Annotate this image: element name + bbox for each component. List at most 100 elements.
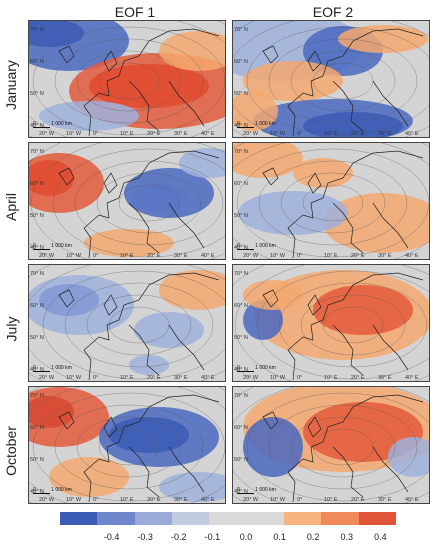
contour-line <box>246 392 429 502</box>
latitude-label: 60° N <box>30 303 44 309</box>
coastline <box>58 28 220 137</box>
anomaly-field <box>129 355 169 375</box>
longitude-label: 20° E <box>351 375 365 381</box>
latitude-label: 70° N <box>30 393 44 399</box>
latitude-label: 70° N <box>234 149 248 155</box>
longitude-label: 30° E <box>378 497 392 503</box>
contour-line <box>98 62 160 100</box>
map-panel-january-eof2: 70° N 60° N 50° N 40° N 20° W 10° W 0° 10° E 20°… <box>232 20 430 138</box>
contour-line <box>98 428 160 466</box>
latitude-label: 40° N <box>234 123 248 129</box>
anomaly-field <box>159 31 225 71</box>
coastline <box>262 28 424 137</box>
longitude-label: 20° W <box>39 131 55 137</box>
longitude-label: 20° E <box>147 497 161 503</box>
scale-bar: 0 1 000 km <box>237 121 276 128</box>
latitude-label: 50° N <box>30 457 44 463</box>
longitude-label: 10° E <box>324 253 338 259</box>
scale-bar: 0 1 000 km <box>237 487 276 494</box>
map-panel-october-eof2: 70° N 60° N 50° N 40° N 20° W 10° W 0° 10° E 20°… <box>232 386 430 504</box>
anomaly-field <box>313 285 413 335</box>
scale-bar: 0 1 000 km <box>237 243 276 250</box>
longitude-label: 40° E <box>201 131 215 137</box>
longitude-label: 10° E <box>120 497 134 503</box>
contour-line <box>256 270 429 380</box>
longitude-label: 20° W <box>243 375 259 381</box>
longitude-label: 40° E <box>201 375 215 381</box>
colorbar-tick-label: 0.2 <box>306 532 320 542</box>
longitude-label: 20° E <box>147 253 161 259</box>
longitude-label: 20° W <box>243 253 259 259</box>
colorbar-segment <box>171 512 210 525</box>
longitude-label: 20° W <box>243 497 259 503</box>
anomaly-field <box>39 284 99 316</box>
map-panel-july-eof1: 70° N 60° N 50° N 40° N 20° W 10° W 0° 10° E 20°… <box>28 264 226 382</box>
contour-line <box>302 184 364 222</box>
colorbar-segment <box>358 512 396 525</box>
contour-line <box>258 160 408 246</box>
longitude-label: 0° <box>93 131 99 137</box>
anomaly-field <box>293 158 353 188</box>
anomaly-field <box>29 396 74 428</box>
longitude-label: 0° <box>297 253 303 259</box>
contour-line <box>268 404 418 490</box>
latitude-label: 40° N <box>30 367 44 373</box>
contour-line <box>268 38 418 124</box>
colorbar-segment <box>321 512 359 525</box>
coastline <box>262 394 424 503</box>
longitude-label: 30° E <box>174 253 188 259</box>
longitude-label: 10° E <box>120 253 134 259</box>
contour-line <box>290 50 396 112</box>
latitude-label: 50° N <box>234 335 248 341</box>
colorbar-tick-label: 0.3 <box>340 532 354 542</box>
contour-line <box>290 416 396 478</box>
anomaly-field <box>134 312 204 348</box>
latitude-label: 50° N <box>234 457 248 463</box>
longitude-label: 30° E <box>378 253 392 259</box>
row-label-april: April <box>3 192 20 222</box>
anomaly-field <box>243 417 303 477</box>
anomaly-field <box>49 457 129 497</box>
anomaly-field <box>323 193 429 253</box>
colorbar-segment <box>283 512 322 525</box>
latitude-label: 50° N <box>30 213 44 219</box>
row-label-october: October <box>3 426 19 476</box>
anomaly-field <box>238 191 348 235</box>
latitude-label: 60° N <box>30 425 44 431</box>
latitude-label: 40° N <box>30 123 44 129</box>
latitude-label: 70° N <box>234 393 248 399</box>
longitude-label: 0° <box>93 375 99 381</box>
longitude-label: 10° E <box>324 497 338 503</box>
map-panel-july-eof2: 70° N 60° N 50° N 40° N 20° W 10° W 0° 10° E 20°… <box>232 264 430 382</box>
longitude-label: 10° E <box>120 375 134 381</box>
longitude-label: 30° E <box>174 375 188 381</box>
longitude-label: 20° W <box>39 497 55 503</box>
contour-line <box>64 282 214 368</box>
longitude-label: 0° <box>297 375 303 381</box>
anomaly-field <box>338 25 428 53</box>
contour-line <box>52 148 225 258</box>
anomaly-field <box>39 101 139 131</box>
longitude-label: 0° <box>297 131 303 137</box>
latitude-label: 60° N <box>234 425 248 431</box>
contour-line <box>42 270 225 380</box>
latitude-label: 60° N <box>30 181 44 187</box>
contour-line <box>76 416 182 478</box>
coastline <box>58 150 220 259</box>
latitude-label: 40° N <box>30 245 44 251</box>
longitude-label: 40° E <box>405 497 419 503</box>
scale-bar: 0 1 000 km <box>33 243 72 250</box>
coastline <box>262 272 424 381</box>
longitude-label: 0° <box>297 497 303 503</box>
coastline <box>58 394 220 503</box>
anomaly-field <box>29 160 74 196</box>
latitude-label: 70° N <box>30 271 44 277</box>
map-panel-april-eof2: 70° N 60° N 50° N 40° N 20° W 10° W 0° 10° E 20°… <box>232 142 430 260</box>
scale-bar: 0 1 000 km <box>33 365 72 372</box>
colorbar-tick-label: -0.1 <box>204 532 221 542</box>
longitude-label: 10° W <box>270 131 286 137</box>
longitude-label: 10° W <box>270 497 286 503</box>
scale-bar: 0 1 000 km <box>33 487 72 494</box>
latitude-label: 60° N <box>234 59 248 65</box>
contour-line <box>96 172 202 234</box>
